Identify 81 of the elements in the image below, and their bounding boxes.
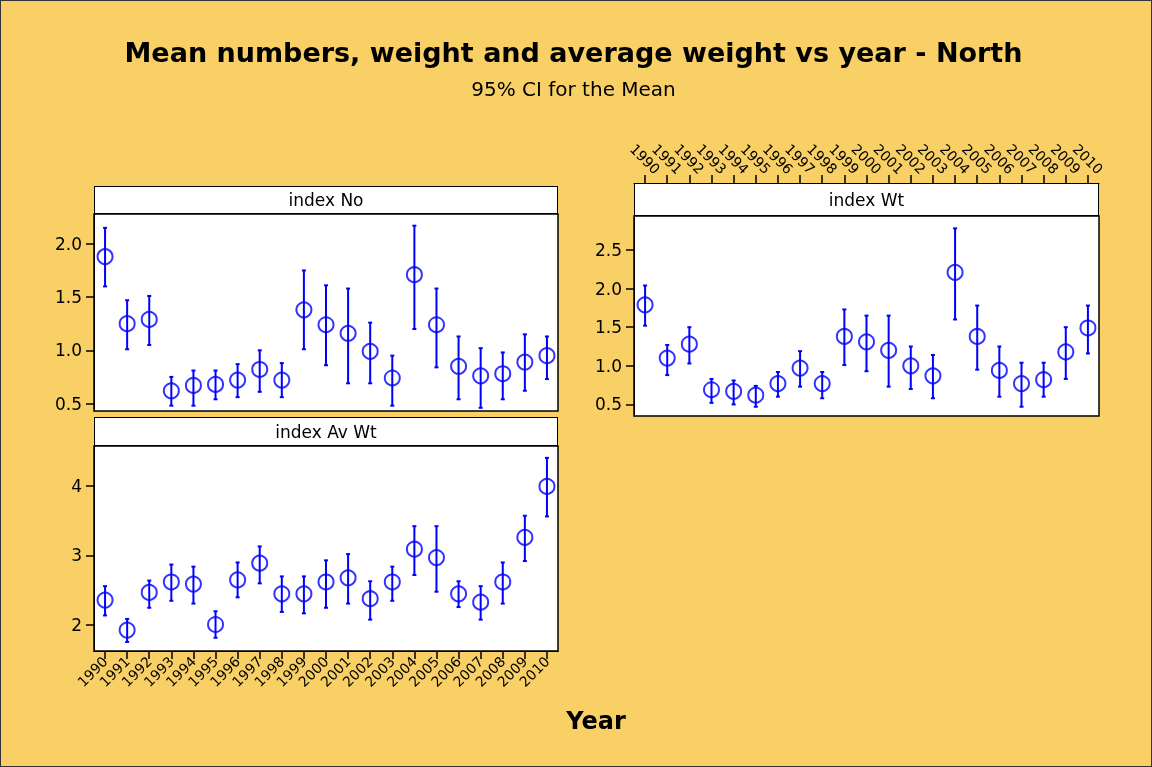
point — [140, 310, 158, 328]
point — [96, 248, 114, 266]
y-tick-label: 2 — [71, 615, 82, 636]
point — [295, 585, 313, 603]
y-tick-label: 2.0 — [54, 233, 82, 254]
point — [1057, 343, 1075, 361]
point — [251, 554, 269, 572]
point — [968, 327, 986, 345]
point — [1013, 375, 1030, 393]
point — [140, 583, 158, 601]
point — [990, 361, 1008, 379]
point — [383, 369, 401, 387]
point — [902, 357, 920, 375]
y-tick-label: 1.0 — [54, 340, 82, 361]
point — [383, 573, 401, 591]
point — [494, 365, 512, 383]
point — [472, 593, 490, 611]
point — [162, 382, 180, 400]
point — [516, 528, 534, 546]
point — [273, 371, 291, 389]
point — [858, 333, 875, 351]
y-tick-label: 4 — [71, 475, 82, 496]
point — [946, 263, 964, 281]
point — [1035, 371, 1053, 389]
point — [339, 324, 357, 342]
point — [658, 349, 676, 367]
point — [472, 367, 490, 385]
point — [1079, 319, 1097, 337]
point — [747, 386, 765, 404]
point — [791, 359, 809, 377]
chart-title: Mean numbers, weight and average weight vs year - North — [123, 37, 1024, 68]
point — [725, 382, 743, 400]
point — [162, 573, 180, 591]
text: index Av Wt — [275, 421, 377, 442]
point — [769, 375, 787, 393]
point — [538, 477, 556, 495]
text: index No — [288, 190, 364, 210]
point — [538, 347, 556, 365]
point — [118, 315, 136, 333]
point — [405, 266, 423, 284]
point — [251, 360, 269, 378]
point — [636, 296, 654, 314]
y-tick-label: 2.0 — [594, 278, 622, 299]
x-axis-title: Year — [565, 707, 627, 735]
point — [450, 357, 468, 375]
chart-subtitle: 95% CI for the Mean — [470, 77, 677, 101]
y-tick-label: 1.5 — [54, 287, 82, 308]
point — [207, 375, 225, 393]
point — [703, 381, 720, 399]
point — [516, 353, 534, 371]
point — [184, 376, 202, 394]
point — [680, 335, 698, 353]
point — [339, 569, 357, 587]
point — [118, 621, 136, 639]
y-tick-label: 2.5 — [594, 239, 622, 260]
text: index Wt — [828, 189, 905, 210]
point — [361, 590, 379, 608]
y-tick-label: 3 — [71, 545, 82, 566]
point — [427, 316, 445, 334]
point — [96, 591, 114, 609]
point — [427, 549, 445, 567]
point — [494, 573, 512, 591]
y-tick-label: 1.0 — [594, 355, 622, 376]
point — [880, 341, 898, 359]
y-tick-label: 0.5 — [594, 394, 622, 415]
point — [813, 375, 831, 393]
point — [317, 316, 335, 334]
point — [229, 571, 247, 589]
point — [317, 573, 335, 591]
point — [184, 575, 202, 593]
point — [924, 367, 942, 385]
point — [273, 585, 291, 603]
y-tick-label: 0.5 — [54, 393, 82, 414]
point — [835, 327, 853, 345]
y-tick-label: 1.5 — [594, 317, 622, 338]
point — [405, 540, 423, 558]
point — [207, 616, 225, 633]
point — [361, 342, 379, 360]
point — [450, 585, 468, 603]
point — [295, 301, 313, 319]
point — [229, 371, 247, 389]
